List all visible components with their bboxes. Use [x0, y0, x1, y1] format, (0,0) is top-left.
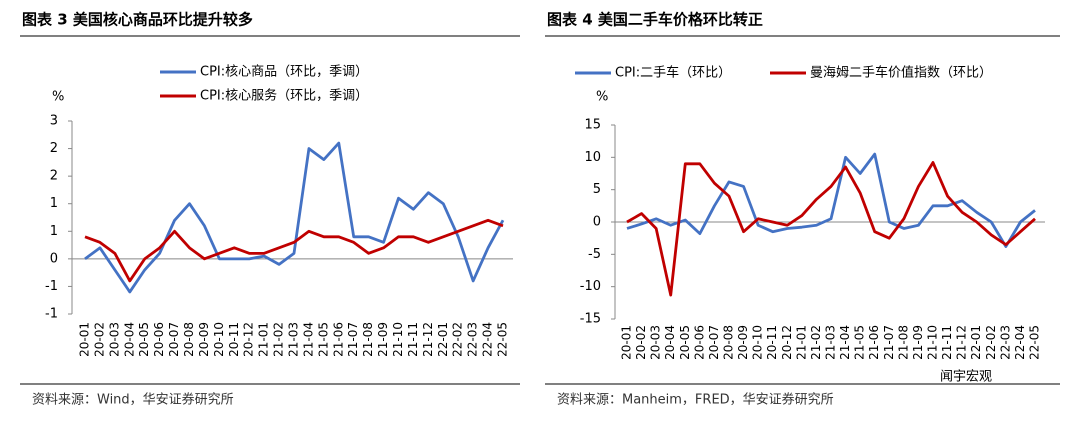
y-unit: % — [596, 90, 608, 105]
x-tick-label: 20-12 — [780, 325, 794, 360]
x-tick-label: 20-06 — [152, 322, 166, 357]
y-tick-label: -10 — [580, 279, 601, 294]
x-tick-label: 21-10 — [926, 325, 940, 360]
y-tick-label: 5 — [593, 182, 601, 197]
x-tick-label: 20-05 — [137, 322, 151, 357]
x-tick-label: 20-08 — [182, 322, 196, 357]
y-tick-label: -5 — [588, 247, 601, 262]
x-tick-label: 21-04 — [301, 322, 315, 357]
x-tick-label: 21-11 — [406, 322, 420, 357]
x-tick-label: 22-04 — [481, 322, 495, 357]
x-tick-label: 21-08 — [896, 325, 910, 360]
x-tick-label: 22-02 — [451, 322, 465, 357]
x-tick-label: 20-01 — [620, 325, 634, 360]
x-tick-label: 21-01 — [257, 322, 271, 357]
x-tick-label: 20-12 — [242, 322, 256, 357]
x-tick-label: 21-12 — [955, 325, 969, 360]
x-tick-label: 21-09 — [911, 325, 925, 360]
x-tick-label: 20-01 — [78, 322, 92, 357]
x-tick-label: 20-10 — [212, 322, 226, 357]
x-tick-label: 22-03 — [998, 325, 1012, 360]
x-tick-label: 21-06 — [331, 322, 345, 357]
x-tick-label: 20-07 — [707, 325, 721, 360]
y-tick-label: -15 — [580, 312, 601, 327]
x-tick-label: 21-08 — [361, 322, 375, 357]
x-tick-label: 21-05 — [853, 325, 867, 360]
x-tick-label: 20-02 — [92, 322, 106, 357]
x-tick-label: 22-03 — [466, 322, 480, 357]
y-tick-label: 2 — [50, 141, 58, 156]
y-tick-label: 1 — [50, 224, 58, 239]
y-tick-label: 3 — [50, 114, 58, 129]
x-tick-label: 22-05 — [496, 322, 510, 357]
x-tick-label: 21-03 — [287, 322, 301, 357]
x-tick-label: 20-09 — [197, 322, 211, 357]
series-line — [626, 152, 1036, 248]
chart-title: 图表 3 美国核心商品环比提升较多 — [22, 11, 253, 29]
source: 资料来源：Wind，华安证券研究所 — [32, 392, 234, 408]
y-unit: % — [52, 90, 64, 105]
x-tick-label: 20-04 — [122, 322, 136, 357]
y-tick-label: 2 — [50, 169, 58, 184]
x-tick-label: 20-07 — [167, 322, 181, 357]
x-tick-label: 21-07 — [346, 322, 360, 357]
legend-label: CPI:核心服务（环比，季调） — [200, 88, 368, 104]
y-tick-label: -1 — [45, 307, 58, 322]
x-tick-label: 21-06 — [867, 325, 881, 360]
x-tick-label: 21-10 — [391, 322, 405, 357]
x-tick-label: 22-05 — [1028, 325, 1042, 360]
x-tick-label: 21-09 — [376, 322, 390, 357]
y-tick-label: -1 — [45, 279, 58, 294]
x-tick-label: 22-01 — [969, 325, 983, 360]
legend-label: 曼海姆二手车价值指数（环比） — [810, 65, 992, 81]
x-tick-label: 20-04 — [663, 325, 677, 360]
series-line — [84, 141, 505, 294]
x-tick-label: 20-03 — [107, 322, 121, 357]
x-tick-label: 20-05 — [678, 325, 692, 360]
x-tick-label: 20-10 — [751, 325, 765, 360]
x-tick-label: 21-12 — [421, 322, 435, 357]
x-tick-label: 21-02 — [272, 322, 286, 357]
x-tick-label: 21-05 — [316, 322, 330, 357]
x-tick-label: 21-04 — [838, 325, 852, 360]
y-tick-label: 1 — [50, 196, 58, 211]
x-tick-label: 20-11 — [227, 322, 241, 357]
x-tick-label: 20-06 — [692, 325, 706, 360]
x-tick-label: 20-03 — [649, 325, 663, 360]
chart-title: 图表 4 美国二手车价格环比转正 — [547, 11, 763, 29]
watermark: 闻宇宏观 — [940, 370, 992, 385]
x-tick-label: 21-01 — [794, 325, 808, 360]
series-line — [84, 218, 504, 283]
x-tick-label: 22-04 — [1013, 325, 1027, 360]
y-tick-label: 0 — [50, 251, 58, 266]
x-tick-label: 21-03 — [824, 325, 838, 360]
x-tick-label: 22-01 — [436, 322, 450, 357]
x-tick-label: 21-07 — [882, 325, 896, 360]
y-tick-label: 0 — [593, 215, 601, 230]
x-tick-label: 20-11 — [765, 325, 779, 360]
legend-label: CPI:核心商品（环比，季调） — [200, 65, 368, 80]
x-tick-label: 21-11 — [940, 325, 954, 360]
x-tick-label: 22-02 — [984, 325, 998, 360]
y-tick-label: 10 — [584, 150, 601, 165]
source: 资料来源：Manheim，FRED，华安证券研究所 — [557, 392, 834, 408]
x-tick-label: 20-08 — [722, 325, 736, 360]
legend-label: CPI:二手车（环比） — [615, 65, 731, 81]
x-tick-label: 21-02 — [809, 325, 823, 360]
x-tick-label: 20-02 — [634, 325, 648, 360]
y-tick-label: 15 — [584, 118, 601, 133]
series-line — [626, 161, 1036, 297]
x-tick-label: 20-09 — [736, 325, 750, 360]
